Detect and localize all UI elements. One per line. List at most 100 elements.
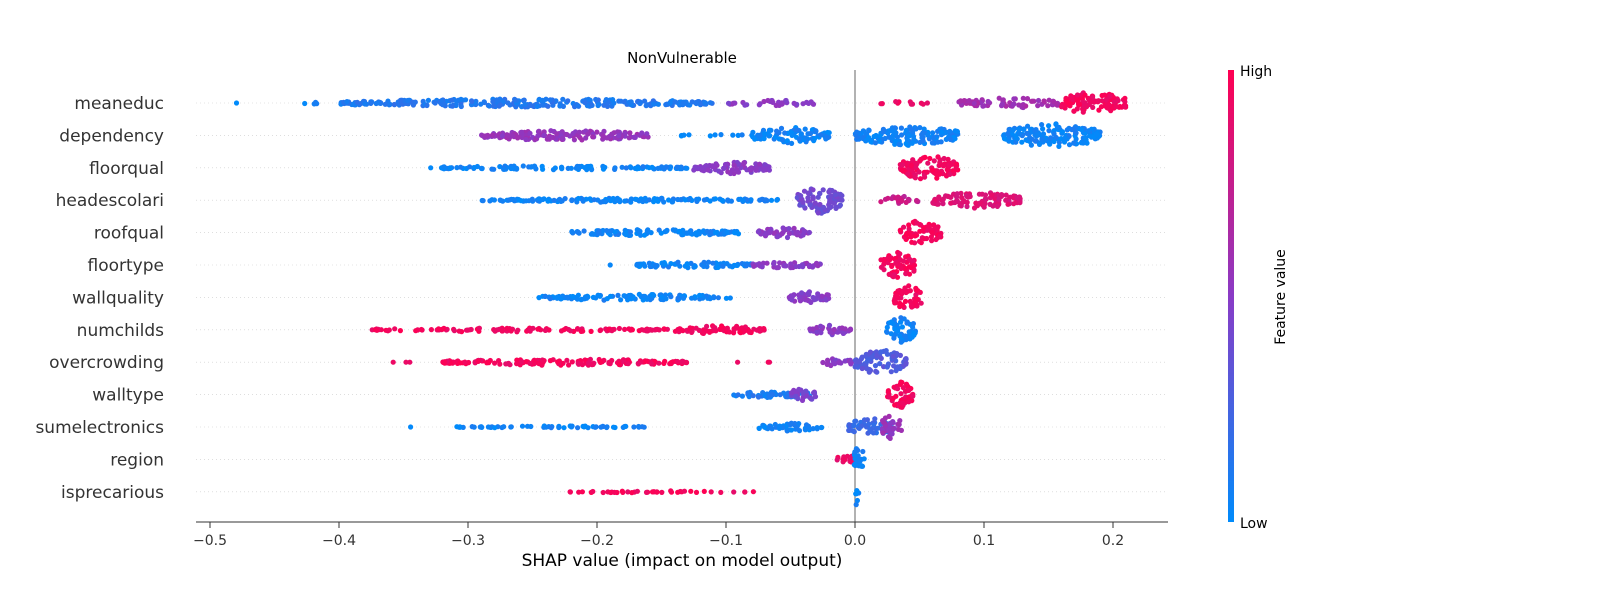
- shap-point: [623, 423, 629, 429]
- shap-point: [728, 198, 735, 204]
- shap-point: [1086, 128, 1092, 134]
- feature-label-roofqual: roofqual: [94, 224, 164, 244]
- shap-point: [853, 502, 859, 508]
- shap-point: [610, 326, 616, 333]
- shap-point: [810, 187, 816, 193]
- shap-point: [874, 353, 880, 359]
- shap-point: [810, 194, 816, 200]
- shap-point: [788, 261, 794, 267]
- shap-point: [621, 293, 627, 299]
- shap-point: [705, 259, 712, 265]
- shap-point: [1011, 96, 1017, 102]
- shap-point: [898, 391, 904, 397]
- shap-point: [851, 423, 857, 429]
- shap-point: [898, 339, 904, 345]
- feature-row-roofqual: [569, 218, 944, 246]
- shap-point: [773, 102, 779, 109]
- shap-point: [1000, 97, 1006, 103]
- shap-point: [616, 361, 622, 368]
- shap-point: [929, 140, 936, 146]
- shap-point: [994, 203, 1001, 209]
- shap-point: [702, 100, 708, 106]
- shap-point: [796, 136, 802, 142]
- shap-point: [397, 97, 404, 103]
- shap-point: [676, 228, 682, 234]
- shap-point: [610, 97, 616, 103]
- shap-point: [527, 130, 533, 136]
- shap-point: [680, 232, 686, 238]
- shap-point: [999, 101, 1006, 107]
- shap-point: [724, 325, 731, 331]
- colorbar-label: Feature value: [1273, 249, 1289, 345]
- shap-point: [761, 136, 767, 142]
- shap-point: [492, 425, 498, 431]
- shap-point: [762, 166, 768, 172]
- shap-point: [892, 402, 898, 408]
- shap-point: [454, 98, 460, 104]
- shap-point: [734, 262, 740, 268]
- shap-point: [440, 101, 446, 107]
- shap-point: [937, 233, 943, 239]
- shap-point: [233, 100, 240, 106]
- shap-point: [771, 230, 777, 236]
- shap-point: [759, 264, 765, 270]
- shap-point: [1054, 124, 1060, 130]
- shap-point: [715, 295, 722, 301]
- shap-point: [600, 133, 606, 139]
- shap-point: [449, 97, 455, 103]
- shap-point: [778, 125, 785, 131]
- shap-point: [743, 263, 749, 269]
- shap-point: [793, 263, 799, 270]
- shap-point: [898, 319, 904, 325]
- shap-point: [852, 449, 858, 455]
- shap-point: [314, 101, 320, 107]
- shap-point: [911, 136, 917, 142]
- shap-point: [478, 165, 484, 171]
- shap-point: [864, 417, 871, 423]
- shap-point: [790, 293, 796, 299]
- shap-point: [602, 199, 609, 205]
- feature-label-walltype: walltype: [92, 386, 164, 406]
- shap-point: [805, 190, 811, 196]
- shap-point: [981, 202, 987, 208]
- shap-point: [900, 385, 906, 391]
- shap-point: [762, 162, 768, 168]
- shap-point: [561, 327, 567, 333]
- shap-point: [649, 489, 656, 495]
- shap-point: [625, 489, 631, 495]
- shap-point: [712, 230, 719, 236]
- shap-point: [859, 354, 865, 360]
- shap-point: [639, 130, 645, 136]
- shap-point: [499, 328, 505, 334]
- shap-point: [899, 400, 906, 406]
- shap-point: [490, 99, 496, 105]
- shap-point: [951, 171, 957, 177]
- shap-point: [903, 381, 910, 387]
- shap-point: [575, 103, 581, 109]
- shap-point: [735, 359, 741, 365]
- shap-point: [689, 295, 695, 301]
- shap-point: [588, 163, 594, 169]
- shap-point: [908, 126, 914, 132]
- shap-point: [485, 424, 491, 430]
- shap-point: [918, 300, 924, 306]
- colorbar: [1228, 70, 1234, 522]
- shap-point: [397, 328, 403, 334]
- shap-point: [775, 233, 781, 240]
- shap-point: [661, 166, 667, 172]
- shap-point: [492, 360, 498, 366]
- shap-point: [1074, 92, 1081, 98]
- shap-point: [540, 196, 546, 203]
- shap-point: [772, 421, 778, 428]
- shap-point: [547, 296, 553, 302]
- shap-point: [631, 134, 637, 140]
- shap-point: [931, 158, 937, 164]
- shap-point: [707, 133, 713, 139]
- shap-point: [382, 101, 388, 107]
- shap-point: [894, 134, 901, 140]
- shap-point: [619, 488, 625, 494]
- shap-point: [910, 324, 916, 330]
- shap-point: [818, 424, 824, 431]
- shap-point: [649, 292, 655, 298]
- shap-point: [735, 132, 741, 138]
